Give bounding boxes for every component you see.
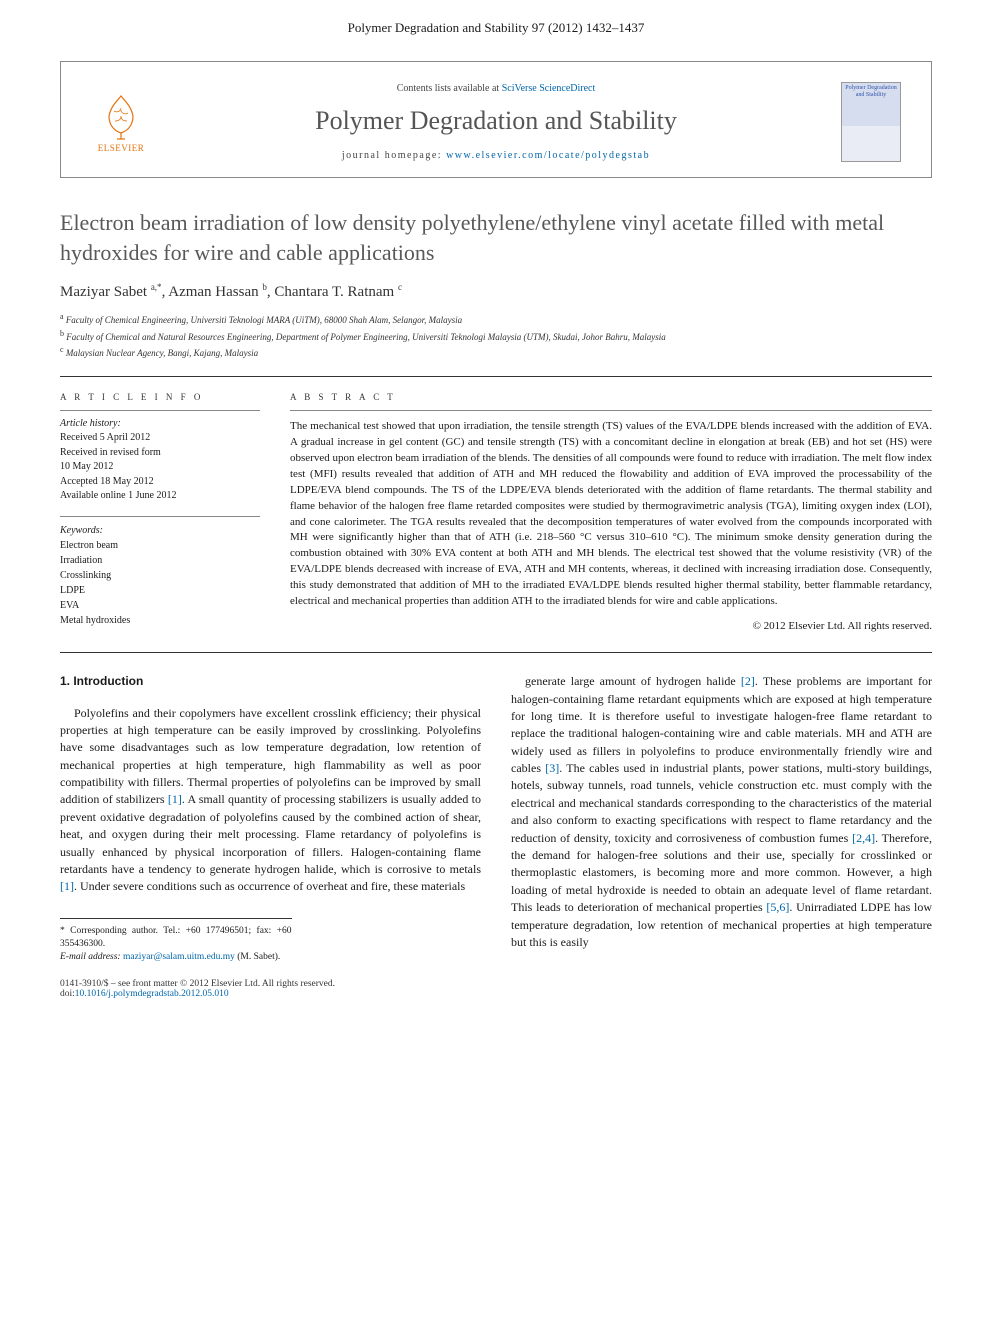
corr-email-line: E-mail address: maziyar@salam.uitm.edu.m… bbox=[60, 951, 292, 964]
issn-line: 0141-3910/$ – see front matter © 2012 El… bbox=[60, 979, 932, 989]
sciencedirect-link[interactable]: SciVerse ScienceDirect bbox=[502, 83, 596, 94]
citation-link[interactable]: [1] bbox=[60, 879, 74, 893]
article-info-heading: A R T I C L E I N F O bbox=[60, 392, 260, 402]
abstract-text: The mechanical test showed that upon irr… bbox=[290, 419, 932, 610]
keywords-label: Keywords: bbox=[60, 525, 103, 536]
keywords-block: Keywords: Electron beamIrradiationCrossl… bbox=[60, 523, 260, 628]
abstract-copyright: © 2012 Elsevier Ltd. All rights reserved… bbox=[290, 620, 932, 632]
intro-paragraph-left: Polyolefins and their copolymers have ex… bbox=[60, 705, 481, 896]
page-header: Polymer Degradation and Stability 97 (20… bbox=[0, 0, 992, 46]
abstract-column: A B S T R A C T The mechanical test show… bbox=[290, 392, 932, 632]
body-column-right: generate large amount of hydrogen halide… bbox=[511, 673, 932, 965]
meta-abstract-row: A R T I C L E I N F O Article history: R… bbox=[0, 377, 992, 652]
citation-link[interactable]: [2] bbox=[741, 674, 755, 688]
doi-link[interactable]: 10.1016/j.polymdegradstab.2012.05.010 bbox=[75, 989, 229, 999]
listing-center: Contents lists available at SciVerse Sci… bbox=[151, 83, 841, 161]
article-info-rule bbox=[60, 410, 260, 411]
journal-homepage-link[interactable]: www.elsevier.com/locate/polydegstab bbox=[446, 150, 650, 161]
corr-author-line: * Corresponding author. Tel.: +60 177496… bbox=[60, 925, 292, 952]
intro-paragraph-right: generate large amount of hydrogen halide… bbox=[511, 673, 932, 951]
elsevier-name: ELSEVIER bbox=[98, 143, 145, 153]
elsevier-logo: ELSEVIER bbox=[91, 87, 151, 157]
elsevier-tree-icon bbox=[99, 91, 144, 141]
citation-link[interactable]: [1] bbox=[168, 792, 182, 806]
affiliations-block: a Faculty of Chemical Engineering, Unive… bbox=[0, 311, 992, 376]
page-footer: 0141-3910/$ – see front matter © 2012 El… bbox=[0, 965, 992, 1019]
keywords-rule bbox=[60, 516, 260, 517]
authors-line: Maziyar Sabet a,*, Azman Hassan b, Chant… bbox=[0, 282, 992, 311]
corresponding-author-footnote: * Corresponding author. Tel.: +60 177496… bbox=[60, 918, 292, 965]
abstract-heading: A B S T R A C T bbox=[290, 392, 932, 402]
journal-homepage-line: journal homepage: www.elsevier.com/locat… bbox=[151, 150, 841, 161]
journal-reference: Polymer Degradation and Stability 97 (20… bbox=[348, 20, 645, 35]
corr-email-link[interactable]: maziyar@salam.uitm.edu.my bbox=[123, 952, 235, 962]
abstract-rule bbox=[290, 410, 932, 411]
citation-link[interactable]: [5,6] bbox=[766, 900, 789, 914]
article-info-column: A R T I C L E I N F O Article history: R… bbox=[60, 392, 260, 632]
citation-link[interactable]: [2,4] bbox=[852, 831, 875, 845]
journal-listing-box: ELSEVIER Contents lists available at Sci… bbox=[60, 61, 932, 178]
contents-available-line: Contents lists available at SciVerse Sci… bbox=[151, 83, 841, 94]
article-history: Article history: Received 5 April 2012Re… bbox=[60, 417, 260, 504]
citation-link[interactable]: [3] bbox=[545, 761, 559, 775]
journal-cover-thumbnail: Polymer Degradation and Stability bbox=[841, 82, 901, 162]
history-label: Article history: bbox=[60, 418, 121, 429]
article-title: Electron beam irradiation of low density… bbox=[0, 203, 992, 282]
body-columns: 1. Introduction Polyolefins and their co… bbox=[0, 653, 992, 965]
journal-name: Polymer Degradation and Stability bbox=[151, 106, 841, 136]
doi-line: doi:10.1016/j.polymdegradstab.2012.05.01… bbox=[60, 989, 932, 999]
section-1-heading: 1. Introduction bbox=[60, 673, 481, 690]
body-column-left: 1. Introduction Polyolefins and their co… bbox=[60, 673, 481, 965]
